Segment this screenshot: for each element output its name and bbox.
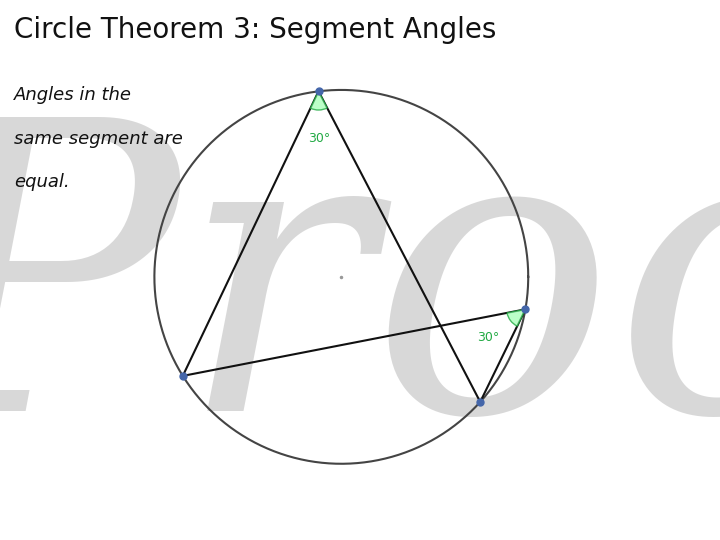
Text: Circle Theorem 3: Segment Angles: Circle Theorem 3: Segment Angles [14,16,497,44]
Text: Angles in the: Angles in the [14,86,132,104]
Text: same segment are: same segment are [14,130,184,147]
Text: Proof: Proof [0,104,720,495]
Text: equal.: equal. [14,173,70,191]
Text: 30°: 30° [477,331,500,345]
Wedge shape [507,309,526,326]
Wedge shape [310,91,327,110]
Text: 30°: 30° [308,132,330,145]
